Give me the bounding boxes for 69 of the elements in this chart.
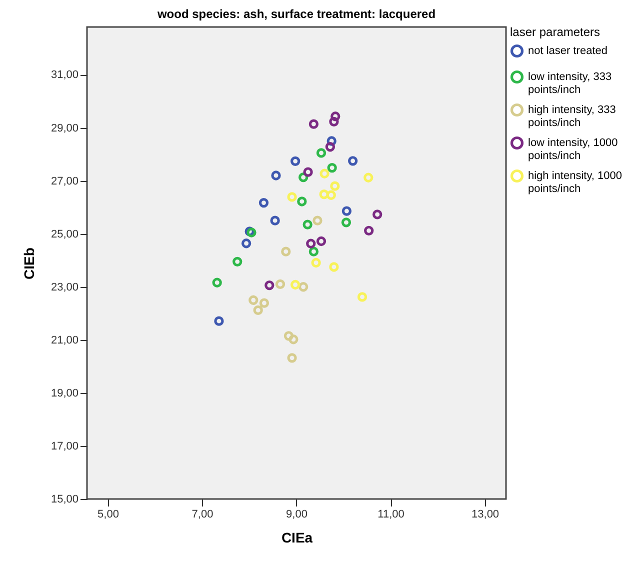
legend-title: laser parameters xyxy=(510,25,600,39)
y-tick-label: 27,00 xyxy=(50,175,78,188)
y-tick-label: 17,00 xyxy=(50,440,78,452)
point xyxy=(330,181,340,191)
point xyxy=(320,168,330,178)
point xyxy=(308,246,319,256)
point xyxy=(303,167,313,177)
point xyxy=(281,246,291,256)
x-tick-label: 5,00 xyxy=(98,508,119,520)
point xyxy=(342,206,352,216)
point xyxy=(316,236,326,246)
point xyxy=(364,172,374,182)
point xyxy=(316,148,326,158)
point xyxy=(214,316,224,326)
y-tick-label: 29,00 xyxy=(50,122,78,134)
x-tick-label: 11,00 xyxy=(378,508,404,520)
point xyxy=(312,216,322,226)
point xyxy=(275,279,286,290)
x-tick-label: 9,00 xyxy=(286,508,308,520)
y-axis-title: CIEb xyxy=(20,248,37,280)
point xyxy=(290,156,300,166)
point xyxy=(258,198,269,208)
point xyxy=(329,116,339,126)
point xyxy=(364,226,374,236)
point xyxy=(319,189,329,200)
point xyxy=(298,282,308,292)
x-axis-title: CIEa xyxy=(281,530,313,546)
point xyxy=(357,292,368,302)
legend-label: high intensity, 1000 points/inch xyxy=(528,170,622,195)
point xyxy=(327,162,337,173)
point xyxy=(341,218,352,228)
point xyxy=(372,210,382,220)
point xyxy=(287,353,297,363)
point xyxy=(241,238,252,248)
point xyxy=(212,278,222,288)
point xyxy=(264,280,274,290)
point xyxy=(290,280,300,290)
y-tick-label: 19,00 xyxy=(50,387,78,400)
point xyxy=(259,298,270,308)
y-tick-label: 21,00 xyxy=(50,334,78,346)
y-tick-label: 25,00 xyxy=(50,228,78,240)
point xyxy=(329,262,339,272)
point xyxy=(270,216,280,226)
point xyxy=(308,119,319,129)
point xyxy=(325,142,336,152)
y-tick-label: 31,00 xyxy=(50,69,78,82)
legend-label: not laser treated xyxy=(528,45,608,57)
point xyxy=(271,170,281,180)
point xyxy=(284,331,294,341)
legend-label: low intensity, 333 points/inch xyxy=(528,71,612,96)
point xyxy=(311,258,321,268)
point xyxy=(348,156,358,166)
legend-label: high intensity, 333 points/inch xyxy=(528,104,616,129)
point xyxy=(248,295,258,305)
point xyxy=(232,256,242,267)
point xyxy=(330,112,340,122)
point xyxy=(287,192,297,202)
y-tick-label: 15,00 xyxy=(50,494,78,506)
point xyxy=(306,238,316,248)
chart-title: wood species: ash, surface treatment: lacquered xyxy=(156,7,436,21)
y-tick-label: 23,00 xyxy=(50,281,78,294)
legend-label: low intensity, 1000 points/inch xyxy=(528,137,618,162)
point xyxy=(253,305,263,316)
point xyxy=(326,190,336,200)
point xyxy=(302,220,312,230)
x-tick-label: 7,00 xyxy=(192,508,214,520)
x-tick-label: 13,00 xyxy=(472,508,500,520)
point xyxy=(288,334,298,344)
point xyxy=(297,196,307,206)
